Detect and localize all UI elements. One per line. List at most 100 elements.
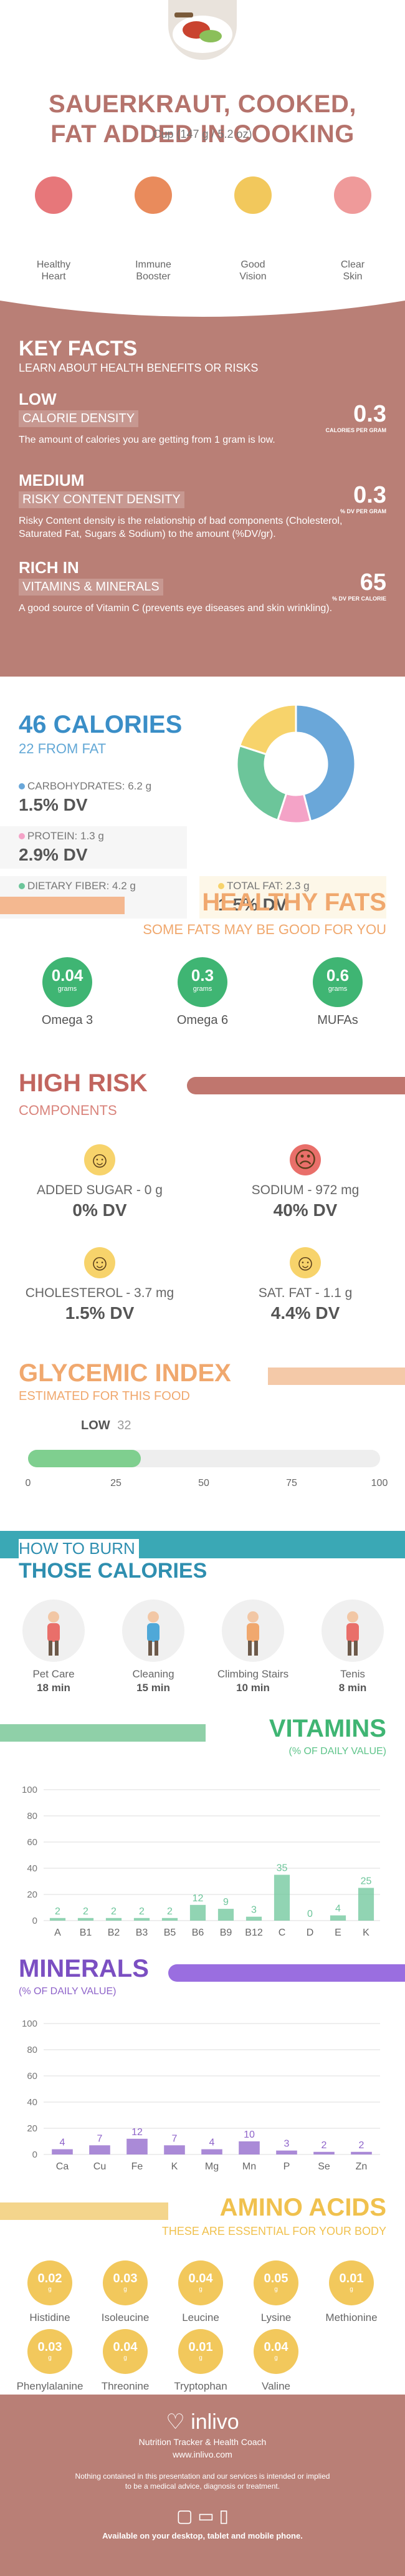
bar-B12 (245, 1916, 262, 1921)
nutrient-dv: 1.5% DV (19, 795, 88, 814)
category-label: B12 (245, 1927, 263, 1938)
activity-time: 18 min (37, 1682, 70, 1694)
category-label: B5 (164, 1927, 176, 1938)
bar-B2 (105, 1918, 122, 1921)
category-label: Zn (356, 2161, 368, 2172)
category-label: B9 (220, 1927, 232, 1938)
bar-Cu (89, 2145, 110, 2154)
risk-item: ☺ SAT. FAT - 1.1 g 4.4% DV (212, 1247, 399, 1323)
fact-unit: % DV PER CALORIE (331, 596, 386, 602)
nutrient-item: PROTEIN: 1.3 g 2.9% DV (0, 826, 187, 869)
key-facts-section: KEY FACTS LEARN ABOUT HEALTH BENEFITS OR… (0, 289, 405, 677)
nutrient-label-row: TOTAL FAT: 2.3 g (218, 880, 386, 892)
fact-unit: % DV PER GRAM (340, 508, 386, 514)
serving-size: Cup (147 g / 5.2 oz) (153, 128, 252, 140)
glycemic-subtitle: ESTIMATED FOR THIS FOOD (19, 1389, 190, 1403)
amino-unit: g (123, 2286, 127, 2293)
category-label: Se (318, 2161, 330, 2172)
y-tick-label: 20 (27, 2123, 37, 2134)
amino-value: 0.01 (339, 2272, 364, 2285)
fact-value: 0.3 (353, 401, 386, 427)
smile-face-icon: ☺ (84, 1247, 115, 1278)
benefit-item: Immune Booster (116, 176, 191, 282)
bar-B5 (161, 1918, 178, 1921)
activity-person-icon (122, 1599, 184, 1662)
amino-unit: g (48, 2286, 52, 2293)
risk-label: CHOLESTEROL - 3.7 mg (25, 1286, 174, 1300)
amino-band (0, 2202, 168, 2220)
y-tick-label: 0 (32, 1916, 37, 1926)
bar-value-label: 7 (172, 2133, 178, 2144)
category-label: B6 (192, 1927, 204, 1938)
fact-name: VITAMINS & MINERALS (19, 579, 163, 596)
legend-dot (19, 783, 25, 789)
bar-value-label: 12 (131, 2127, 143, 2138)
calories-subtitle: 22 FROM FAT (19, 741, 107, 756)
eye-icon (234, 176, 272, 214)
amino-label: Phenylalanine (16, 2380, 83, 2392)
amino-unit: g (123, 2355, 127, 2361)
y-tick-label: 0 (32, 2149, 37, 2160)
key-fact: LOW CALORIE DENSITY The amount of calories… (19, 390, 386, 446)
activity-time: 15 min (136, 1682, 170, 1694)
burn-activity: Pet Care 18 min (4, 1599, 103, 1694)
nutrient-label: PROTEIN: 1.3 g (27, 830, 104, 842)
amino-unit: g (48, 2355, 52, 2361)
benefit-item: Healthy Heart (16, 176, 91, 282)
bar-B6 (189, 1904, 206, 1921)
footer-brand: ♡ inlivo (0, 2410, 405, 2434)
glycemic-title: GLYCEMIC INDEX (19, 1359, 231, 1387)
amino-circle: 0.03 g (103, 2260, 148, 2305)
devices-icon: ▢ ▭ ▯ (176, 2506, 229, 2525)
bar-E (330, 1915, 346, 1921)
key-fact: MEDIUM RISKY CONTENT DENSITY Risky Content… (19, 471, 386, 541)
bar-Se (313, 2151, 335, 2154)
vitamins-title: VITAMINS (269, 1715, 386, 1742)
bar-value-label: 2 (139, 1906, 145, 1917)
fat-unit: grams (57, 985, 77, 993)
healthy-fats-subtitle: SOME FATS MAY BE GOOD FOR YOU (143, 922, 386, 937)
activity-label: Pet Care (32, 1668, 75, 1680)
amino-value: 0.03 (113, 2272, 138, 2285)
high-risk-title: HIGH RISK (19, 1069, 148, 1097)
amino-value: 0.02 (37, 2272, 62, 2285)
amino-unit: g (199, 2355, 202, 2361)
footer-disclaimer-1: Nothing contained in this presentation a… (75, 2472, 330, 2481)
category-label: K (363, 1927, 369, 1938)
glycemic-tick: 0 (25, 1478, 31, 1488)
category-label: K (171, 2161, 178, 2172)
benefit-label-1: Healthy (36, 259, 71, 270)
glycemic-fill-bar (28, 1450, 141, 1467)
activity-person-icon (22, 1599, 85, 1662)
y-tick-label: 20 (27, 1889, 37, 1900)
burn-title-2: THOSE CALORIES (19, 1559, 207, 1583)
amino-circle: 0.02 g (27, 2260, 72, 2305)
amino-value: 0.03 (37, 2340, 62, 2354)
benefit-item: Good Vision (216, 176, 290, 282)
category-label: A (54, 1927, 61, 1938)
bar-K (164, 2145, 185, 2154)
footer-url[interactable]: www.inlivo.com (173, 2449, 232, 2459)
shield-plus-icon (135, 176, 172, 214)
glycemic-reading: LOW 32 (81, 1419, 131, 1433)
fact-description: Risky Content density is the relationshi… (19, 516, 343, 539)
amino-value: 0.01 (188, 2340, 213, 2354)
fat-value: 0.6 (326, 966, 350, 985)
healthy-fats-title: HEALTHY FATS (202, 889, 386, 916)
y-tick-label: 100 (22, 1785, 37, 1795)
amino-item: 0.03 g Isoleucine (88, 2260, 163, 2324)
amino-value: 0.04 (113, 2340, 138, 2354)
nutrient-label: CARBOHYDRATES: 6.2 g (27, 780, 152, 792)
heart-pulse-icon (35, 176, 72, 214)
bar-value-label: 2 (55, 1906, 60, 1917)
bar-value-label: 10 (244, 2130, 255, 2140)
fact-value: 65 (360, 569, 386, 596)
risk-item: ☹ SODIUM - 972 mg 40% DV (212, 1144, 399, 1220)
bar-value-label: 7 (97, 2133, 103, 2144)
fact-level: LOW (19, 390, 57, 408)
burn-activity: Climbing Stairs 10 min (203, 1599, 303, 1694)
glycemic-track (28, 1450, 380, 1467)
risk-label: SAT. FAT - 1.1 g (258, 1286, 353, 1300)
nutrient-label-row: DIETARY FIBER: 4.2 g (19, 880, 187, 892)
amino-label: Methionine (325, 2312, 378, 2323)
